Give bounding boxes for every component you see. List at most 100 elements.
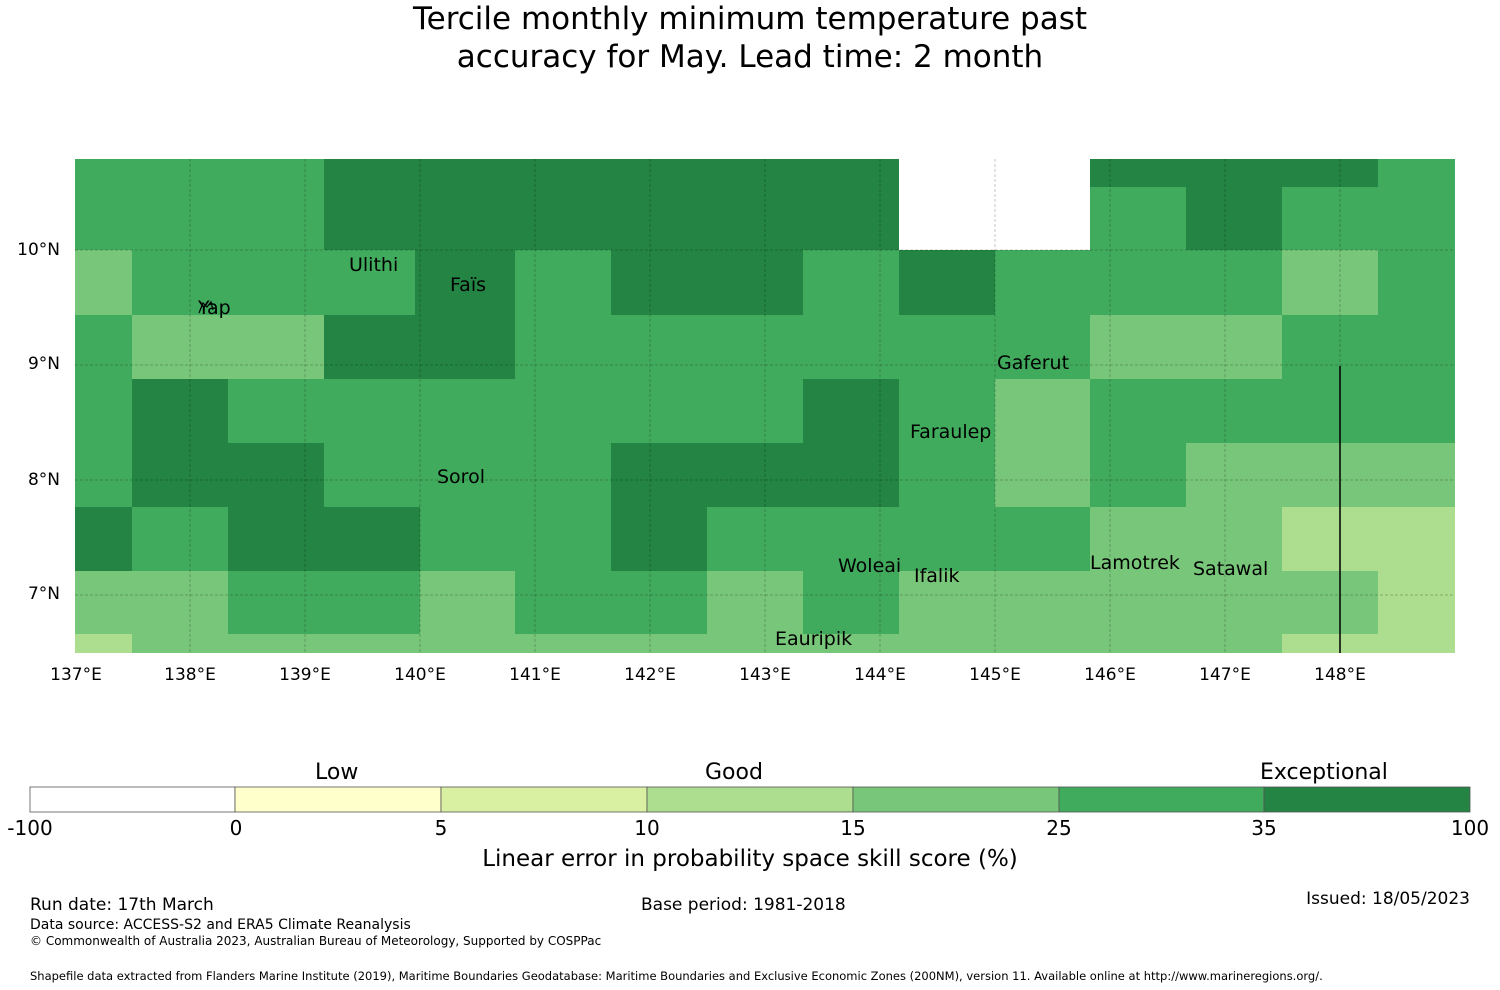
- skill-cell: [995, 250, 1282, 315]
- skill-cell: [132, 315, 324, 379]
- skill-cell: [1282, 634, 1378, 653]
- colorbar-category-exceptional: Exceptional: [1260, 760, 1388, 785]
- colorbar-tick: 10: [634, 816, 660, 840]
- skill-cell: [420, 507, 611, 571]
- colorbar-category-low: Low: [315, 760, 359, 785]
- skill-cell: [75, 315, 132, 379]
- colorbar-label: Linear error in probability space skill …: [482, 846, 1018, 872]
- copyright: © Commonwealth of Australia 2023, Austra…: [30, 934, 602, 948]
- lat-label-7n: 7°N: [27, 584, 60, 604]
- title-line-2: accuracy for May. Lead time: 2 month: [456, 39, 1044, 75]
- skill-cell: [899, 379, 995, 507]
- lon-label-137e: 137°E: [50, 665, 102, 685]
- skill-cell: [1090, 159, 1378, 187]
- skill-cell: [75, 507, 132, 571]
- island-label-ifalik: Ifalik: [914, 565, 960, 587]
- colorbar-tick: 35: [1251, 816, 1277, 840]
- skill-cell: [1282, 315, 1455, 379]
- skill-cell: [1378, 159, 1455, 187]
- colorbar-segment: [29, 786, 236, 813]
- base-period: Base period: 1981-2018: [641, 895, 846, 915]
- colorbar-segment: [852, 786, 1060, 813]
- skill-cell: [899, 571, 1282, 653]
- skill-cell: [803, 634, 899, 653]
- skill-cell: [132, 507, 228, 571]
- skill-cell: [1090, 507, 1282, 571]
- colorbar-tick: 15: [840, 816, 866, 840]
- skill-cell: [228, 443, 324, 507]
- island-label-faraulep: Faraulep: [910, 421, 991, 443]
- skill-cell: [1186, 187, 1282, 250]
- lon-label-140e: 140°E: [394, 665, 446, 685]
- skill-cell: [132, 250, 415, 315]
- colorbar-segment: [234, 786, 442, 813]
- graticule: [75, 159, 1455, 653]
- skill-cell: [132, 634, 228, 653]
- skill-cell: [228, 379, 803, 443]
- lat-label-9n: 9°N: [27, 354, 60, 374]
- island-label-fais: Faïs: [450, 274, 486, 296]
- colorbar: [29, 786, 1471, 813]
- colorbar-segment: [646, 786, 854, 813]
- lon-label-139e: 139°E: [279, 665, 331, 685]
- skill-cell: [899, 250, 995, 315]
- skill-cell: [1378, 250, 1455, 315]
- data-source: Data source: ACCESS-S2 and ERA5 Climate …: [30, 917, 411, 933]
- colorbar-tick: 5: [434, 816, 448, 840]
- lat-label-10n: 10°N: [17, 240, 60, 260]
- issued-date: Issued: 18/05/2023: [1306, 889, 1470, 909]
- skill-cell: [75, 250, 132, 315]
- chart-title: Tercile monthly minimum temperature past…: [0, 0, 1500, 76]
- island-labels: Ulithi Faïs Yap Gaferut Faraulep Sorol W…: [197, 254, 1268, 650]
- skill-cell: [1186, 443, 1455, 507]
- skill-cell: [75, 379, 132, 507]
- skill-cell: [1090, 187, 1186, 250]
- skill-grid: [75, 159, 1455, 653]
- island-label-yap: Yap: [197, 297, 231, 319]
- shapefile-credit: Shapefile data extracted from Flanders M…: [30, 969, 1323, 983]
- lon-label-145e: 145°E: [969, 665, 1021, 685]
- skill-cell: [1090, 379, 1455, 443]
- skill-cell: [1282, 187, 1455, 250]
- title-line-1: Tercile monthly minimum temperature past: [412, 1, 1088, 37]
- lon-label-144e: 144°E: [854, 665, 906, 685]
- lat-label-8n: 8°N: [27, 470, 60, 490]
- colorbar-category-good: Good: [705, 760, 763, 785]
- skill-cell: [1090, 315, 1282, 379]
- colorbar-tick: 0: [229, 816, 243, 840]
- skill-cell: [324, 443, 611, 507]
- skill-cell: [611, 507, 707, 571]
- lon-label-141e: 141°E: [509, 665, 561, 685]
- skill-cell: [1282, 250, 1378, 315]
- colorbar-segment: [1263, 786, 1471, 813]
- colorbar-tick: 25: [1046, 816, 1072, 840]
- skill-cell: [611, 250, 803, 315]
- skill-cell: [803, 250, 899, 315]
- colorbar-tick: -100: [7, 816, 53, 840]
- island-label-gaferut: Gaferut: [997, 352, 1069, 374]
- colorbar-segment: [1058, 786, 1265, 813]
- skill-cell: [228, 634, 420, 653]
- skill-cell: [707, 507, 1090, 571]
- skill-cell: [1282, 507, 1455, 571]
- island-label-ulithi: Ulithi: [349, 254, 398, 276]
- skill-cell: [75, 634, 132, 653]
- island-label-lamotrek: Lamotrek: [1090, 552, 1180, 574]
- skill-cell: [803, 379, 899, 507]
- skill-cell: [420, 571, 515, 653]
- island-label-eauripik: Eauripik: [775, 628, 852, 650]
- skill-cell: [75, 571, 228, 634]
- colorbar-tick: 100: [1450, 816, 1490, 840]
- skill-cell: [515, 634, 707, 653]
- lon-label-142e: 142°E: [624, 665, 676, 685]
- island-label-sorol: Sorol: [437, 466, 485, 488]
- skill-cell: [611, 443, 803, 507]
- skill-cell: [228, 507, 420, 571]
- skill-cell: [515, 250, 611, 315]
- lon-label-138e: 138°E: [164, 665, 216, 685]
- skill-cell: [1090, 443, 1186, 507]
- colorbar-segment: [440, 786, 648, 813]
- skill-cell: [415, 250, 515, 379]
- lon-label-147e: 147°E: [1199, 665, 1251, 685]
